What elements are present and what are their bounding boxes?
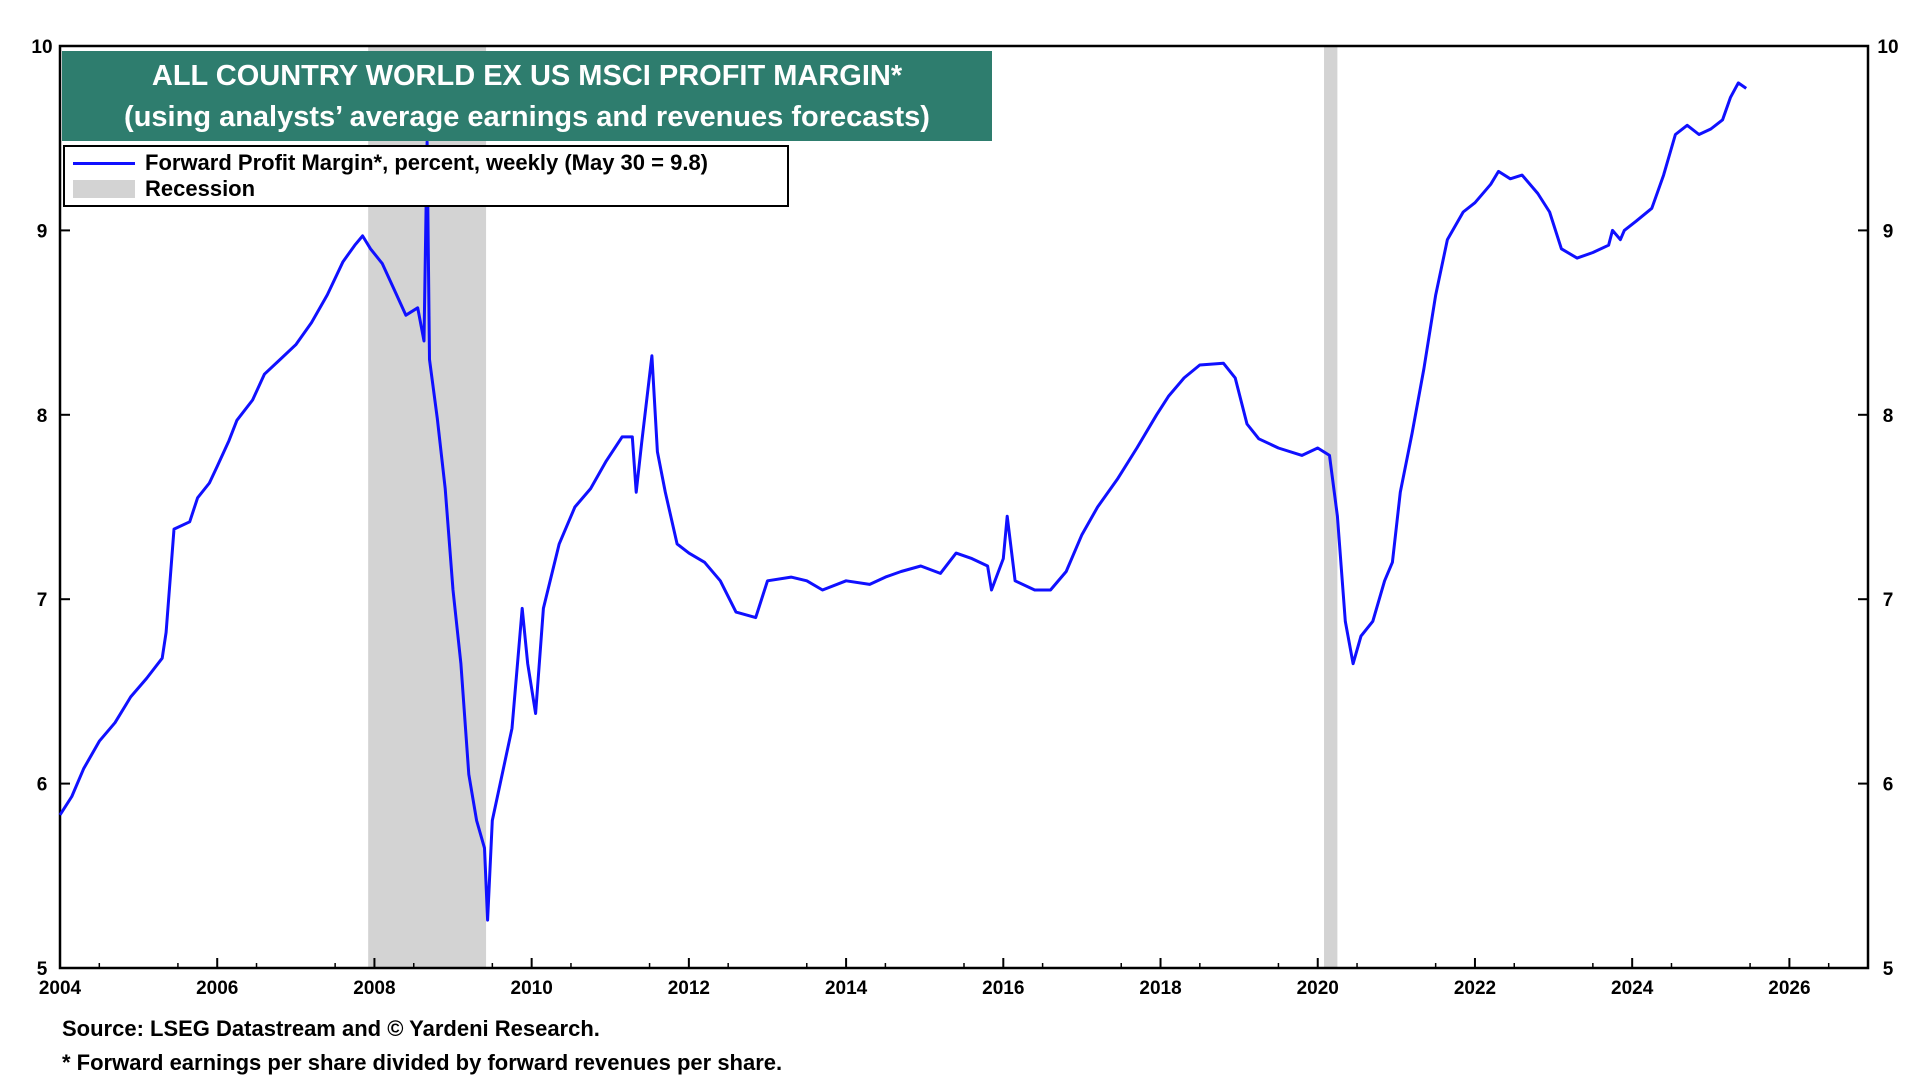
x-tick-label-4: 2012: [668, 978, 710, 999]
x-tick-label-1: 2006: [196, 978, 238, 999]
chart-title-box: ALL COUNTRY WORLD EX US MSCI PROFIT MARG…: [62, 51, 992, 141]
chart-title: ALL COUNTRY WORLD EX US MSCI PROFIT MARG…: [151, 60, 903, 92]
y-tick-label-right-3: 8: [1883, 406, 1894, 427]
legend: Forward Profit Margin*, percent, weekly …: [63, 145, 789, 207]
legend-band-swatch: [73, 180, 135, 198]
y-tick-label-left-1: 6: [37, 775, 48, 796]
x-tick-label-7: 2018: [1139, 978, 1181, 999]
y-tick-label-left-2: 7: [37, 590, 48, 611]
y-tick-label-right-2: 7: [1883, 590, 1894, 611]
y-tick-label-left-3: 8: [37, 406, 48, 427]
legend-line-swatch: [73, 161, 135, 165]
y-tick-label-left-0: 5: [37, 959, 48, 980]
y-tick-label-left-5: 10: [31, 37, 52, 58]
y-tick-label-left-4: 9: [37, 221, 48, 242]
x-tick-label-10: 2024: [1611, 978, 1654, 999]
x-tick-label-0: 2004: [39, 978, 82, 999]
axis-ticks: 2004 2006 2008 2010 2012 2014 2016 2018 2020 2022…: [31, 37, 1898, 999]
legend-item-profit-margin: Forward Profit Margin*, percent, weekly …: [73, 150, 708, 176]
y-tick-label-right-4: 9: [1883, 221, 1894, 242]
chart-subtitle: (using analysts’ average earnings and re…: [124, 101, 930, 133]
x-tick-label-6: 2016: [982, 978, 1024, 999]
source-note: Source: LSEG Datastream and © Yardeni Re…: [62, 1016, 600, 1041]
legend-item-recession: Recession: [73, 176, 255, 202]
footnote: * Forward earnings per share divided by …: [62, 1050, 783, 1075]
x-tick-label-2: 2008: [353, 978, 395, 999]
x-tick-label-11: 2026: [1768, 978, 1810, 999]
recession-band-1: [1324, 46, 1338, 968]
legend-label-recession: Recession: [145, 176, 256, 201]
x-tick-label-8: 2020: [1297, 978, 1339, 999]
x-tick-label-5: 2014: [825, 978, 868, 999]
series-line-profit-margin: [58, 81, 1748, 922]
x-tick-label-3: 2010: [511, 978, 553, 999]
y-tick-label-right-5: 10: [1877, 37, 1898, 58]
y-tick-label-right-0: 5: [1883, 959, 1894, 980]
y-tick-label-right-1: 6: [1883, 775, 1894, 796]
legend-label-profit-margin: Forward Profit Margin*, percent, weekly …: [145, 150, 709, 175]
series-lines: [58, 81, 1748, 922]
x-tick-label-9: 2022: [1454, 978, 1496, 999]
